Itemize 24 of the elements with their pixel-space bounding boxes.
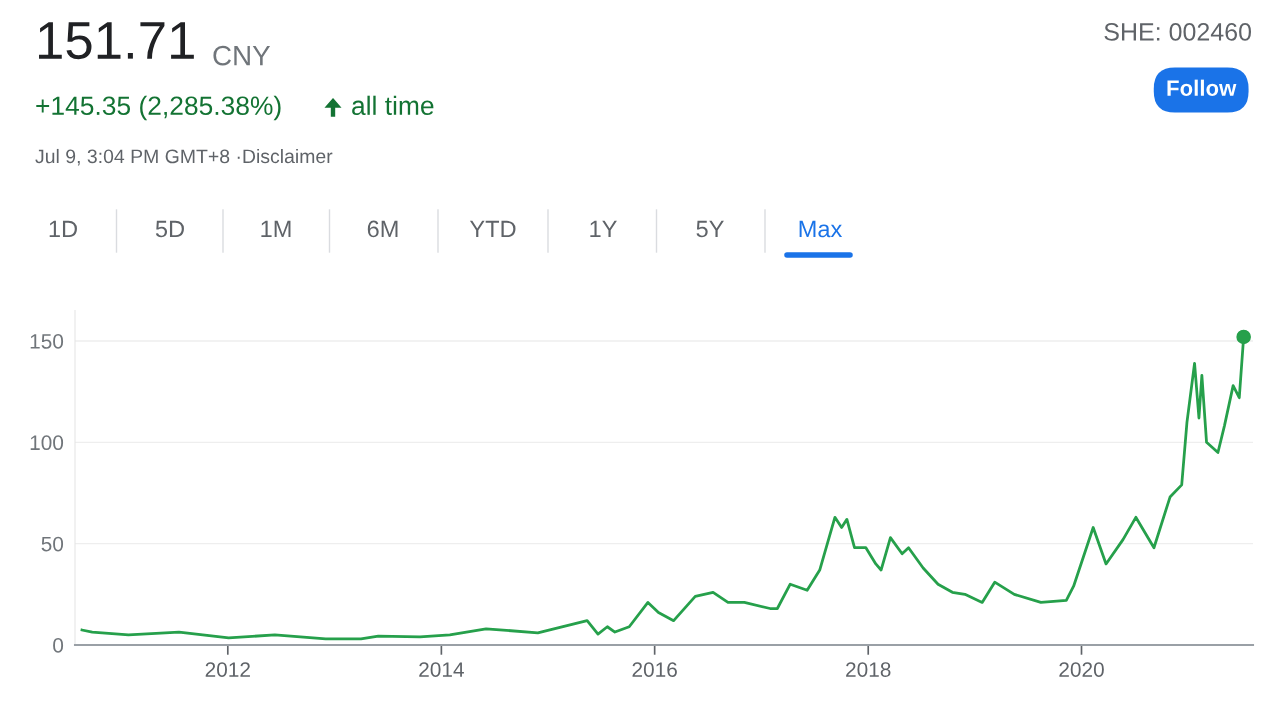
x-tick-label: 2012 (205, 662, 250, 677)
text: Max (799, 220, 843, 238)
chart-title: 151.71 (39, 22, 194, 60)
text: CNY (213, 45, 271, 66)
text: YTD (469, 220, 516, 238)
y-tick-label: 150 (30, 334, 64, 349)
text: 1D (49, 220, 77, 238)
text: 5Y (696, 220, 724, 238)
text: Jul 9, 3:04 PM GMT+8 ·Disclaimer (35, 148, 333, 166)
x-tick-label: 2014 (419, 662, 464, 677)
y-tick-label: 0 (53, 638, 64, 653)
text: Follow (1167, 79, 1237, 96)
text: SHE: 002460 (1104, 23, 1252, 41)
text: all time (352, 95, 434, 116)
text: 1M (261, 220, 291, 238)
text: 6M (367, 220, 398, 238)
text: 5D (155, 220, 184, 238)
y-tick-label: 100 (30, 435, 64, 451)
text: 1Y (590, 220, 617, 238)
text: +145.35 (2,285.38%) (36, 95, 281, 121)
x-tick-label: 2016 (632, 662, 677, 677)
x-tick-label: 2018 (846, 662, 891, 677)
x-tick-label: 2020 (1059, 662, 1104, 677)
y-tick-label: 50 (41, 536, 64, 552)
